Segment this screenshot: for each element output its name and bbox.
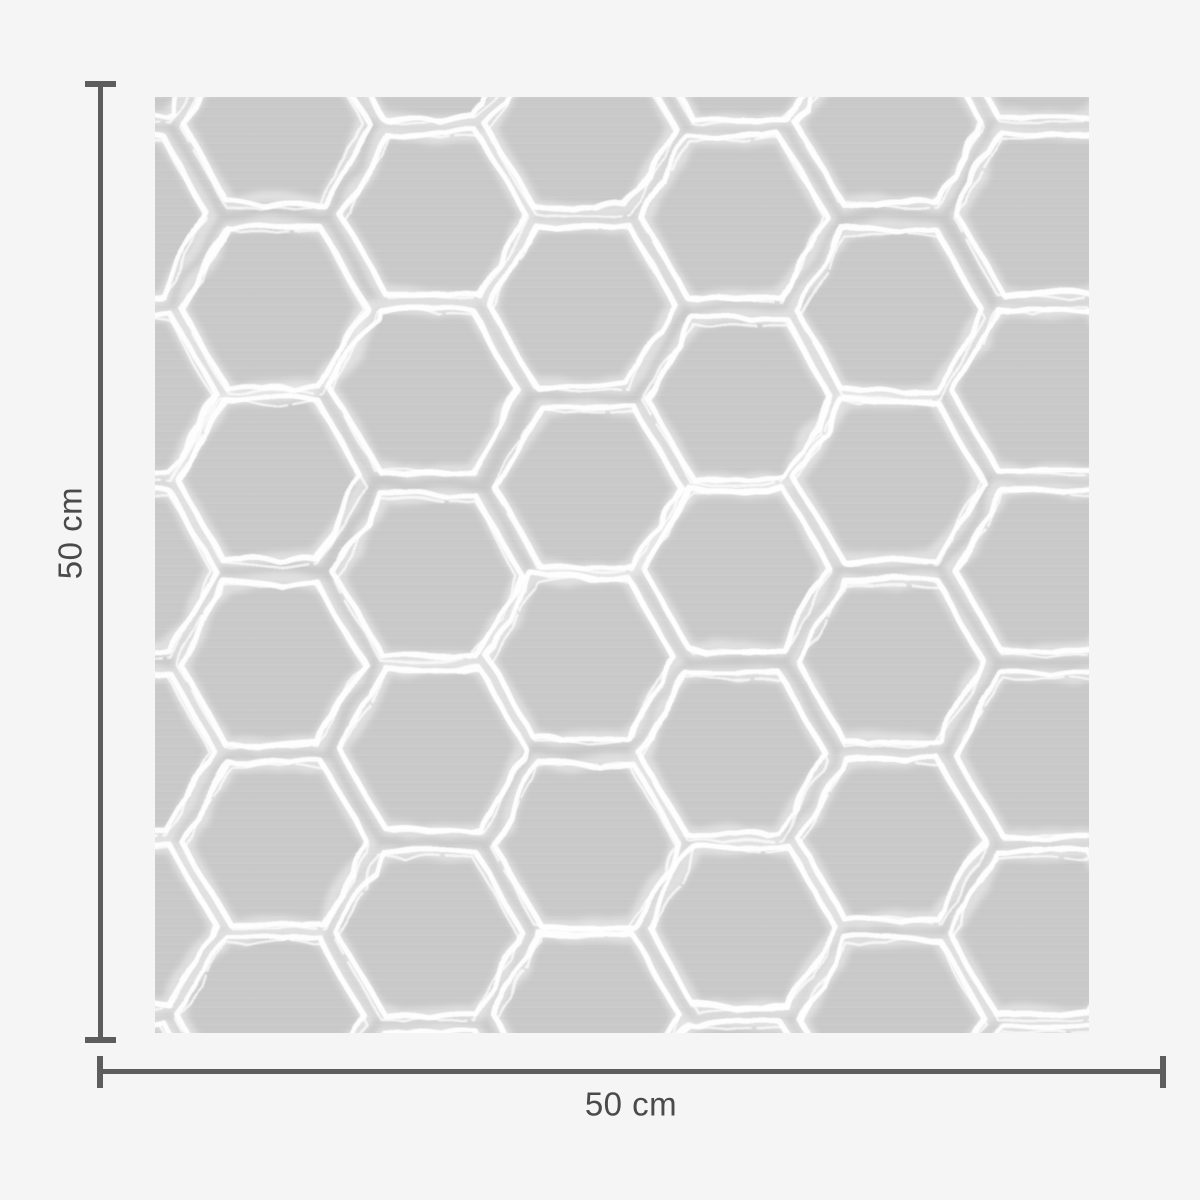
height-dimension-cap-top <box>85 81 116 87</box>
width-dimension-cap-right <box>1160 1056 1166 1088</box>
height-dimension-line <box>98 84 103 1040</box>
width-dimension-label: 50 cm <box>584 1085 678 1123</box>
tile-sample <box>155 97 1089 1033</box>
width-dimension-cap-left <box>97 1056 103 1088</box>
hexagon-pattern <box>155 97 1089 1033</box>
height-dimension-label: 50 cm <box>51 486 89 580</box>
height-dimension-cap-bottom <box>85 1037 116 1043</box>
width-dimension-line <box>100 1069 1163 1074</box>
